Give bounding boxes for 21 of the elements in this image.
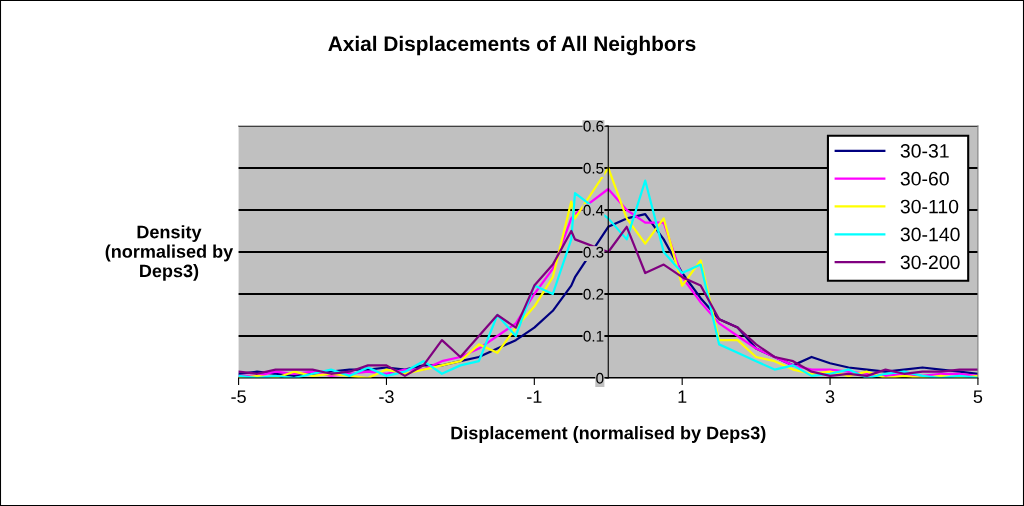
y-tick-label: 0.2: [583, 288, 604, 300]
x-axis-title: Displacement (normalised by Deps3): [451, 426, 766, 443]
x-tick-label: -1: [527, 390, 542, 403]
chart-title: Axial Displacements of All Neighbors: [328, 35, 696, 56]
legend-label: 30-200: [900, 255, 960, 270]
legend-label: 30-31: [900, 144, 949, 158]
y-tick-label: 0.1: [583, 330, 604, 342]
y-tick-label: 0.3: [583, 246, 604, 258]
x-tick-label: -5: [231, 390, 246, 404]
y-tick-label: 0.5: [583, 162, 604, 174]
x-tick-label: 1: [678, 390, 687, 403]
legend-label: 30-110: [900, 199, 959, 214]
legend-label: 30-140: [900, 227, 960, 242]
y-tick-label: 0: [596, 372, 604, 384]
x-tick-label: 5: [973, 390, 983, 404]
x-tick-label: 3: [825, 390, 835, 404]
x-tick-label: -3: [379, 390, 394, 404]
y-tick-label: 0.6: [583, 120, 604, 132]
y-axis-title: Density (normalised by Deps3): [105, 225, 234, 281]
y-tick-label: 0.4: [583, 204, 604, 216]
legend-label: 30-60: [900, 171, 949, 186]
